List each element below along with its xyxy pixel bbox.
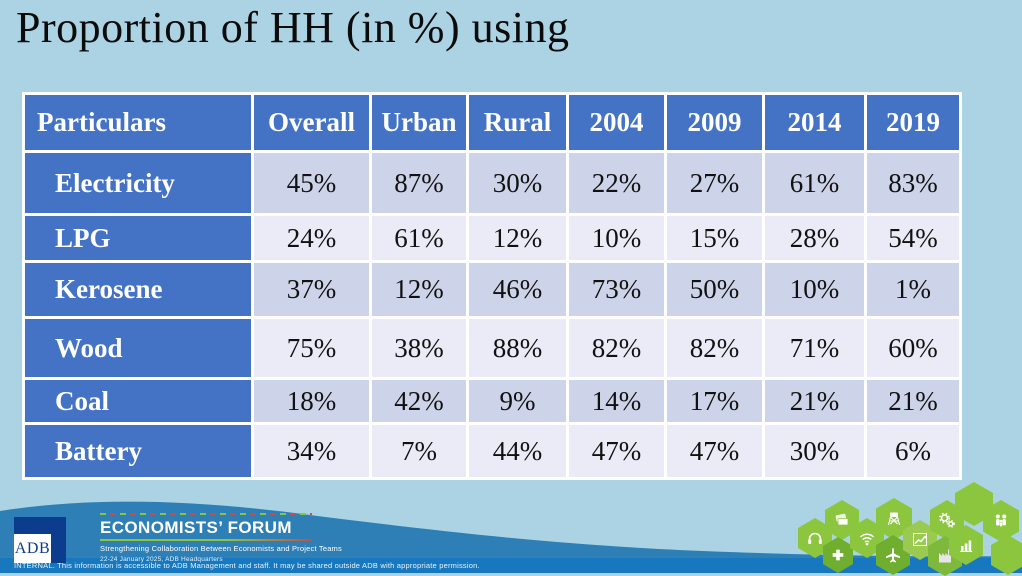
table-cell: 15%: [667, 216, 762, 260]
adb-logo-text: ADB: [14, 539, 51, 557]
table-cell: 10%: [569, 216, 664, 260]
table-cell: 28%: [765, 216, 864, 260]
header-cell-overall: Overall: [254, 95, 369, 150]
page-title: Proportion of HH (in %) using: [16, 3, 570, 52]
table-cell: 34%: [254, 425, 369, 477]
table-cell: 22%: [569, 153, 664, 213]
table-cell: 87%: [372, 153, 466, 213]
forum-dotted-rule: [100, 513, 312, 515]
table-cell: 54%: [867, 216, 959, 260]
table-cell: 6%: [867, 425, 959, 477]
table-cell: 9%: [469, 380, 566, 422]
forum-date: 22-24 January 2025, ADB Headquarters: [100, 556, 223, 563]
table-cell: 71%: [765, 319, 864, 377]
table-cell: 12%: [469, 216, 566, 260]
table-cell: 83%: [867, 153, 959, 213]
row-label: Kerosene: [25, 263, 251, 316]
header-cell-2014: 2014: [765, 95, 864, 150]
table-cell: 18%: [254, 380, 369, 422]
plain-hex-bottom: [991, 535, 1022, 575]
table-cell: 27%: [667, 153, 762, 213]
data-table: Particulars Overall Urban Rural 2004 200…: [22, 92, 962, 480]
forum-rule: [100, 539, 312, 541]
family-icon: [983, 500, 1019, 542]
table-cell: 82%: [667, 319, 762, 377]
hex-cluster: [782, 482, 1022, 576]
header-cell-particulars: Particulars: [25, 95, 251, 150]
table-cell: 46%: [469, 263, 566, 316]
classification-strip: INTERNAL. This information is accessible…: [0, 558, 1022, 573]
table-cell: 17%: [667, 380, 762, 422]
table-cell: 24%: [254, 216, 369, 260]
table-cell: 21%: [867, 380, 959, 422]
classification-text: INTERNAL. This information is accessible…: [14, 561, 480, 570]
row-label: Wood: [25, 319, 251, 377]
table-cell: 12%: [372, 263, 466, 316]
forum-subtitle: Strengthening Collaboration Between Econ…: [100, 544, 342, 553]
table-cell: 44%: [469, 425, 566, 477]
row-label: Electricity: [25, 153, 251, 213]
bar-chart-icon: [949, 525, 983, 565]
table-row-wood: Wood 75% 38% 88% 82% 82% 71% 60%: [25, 319, 959, 377]
header-cell-urban: Urban: [372, 95, 466, 150]
forum-title: ECONOMISTS’ FORUM: [100, 518, 292, 537]
table-cell: 38%: [372, 319, 466, 377]
table-cell: 10%: [765, 263, 864, 316]
table-cell: 37%: [254, 263, 369, 316]
header-cell-2009: 2009: [667, 95, 762, 150]
table-cell: 50%: [667, 263, 762, 316]
table-cell: 42%: [372, 380, 466, 422]
row-label: Battery: [25, 425, 251, 477]
table-cell: 47%: [667, 425, 762, 477]
row-label: Coal: [25, 380, 251, 422]
header-row: Particulars Overall Urban Rural 2004 200…: [25, 95, 959, 150]
adb-logo: ADB: [14, 517, 66, 563]
table-cell: 61%: [765, 153, 864, 213]
table-row-battery: Battery 34% 7% 44% 47% 47% 30% 6%: [25, 425, 959, 477]
table-cell: 73%: [569, 263, 664, 316]
table-cell: 7%: [372, 425, 466, 477]
table-row-coal: Coal 18% 42% 9% 14% 17% 21% 21%: [25, 380, 959, 422]
header-cell-2004: 2004: [569, 95, 664, 150]
table-cell: 47%: [569, 425, 664, 477]
table-row-lpg: LPG 24% 61% 12% 10% 15% 28% 54%: [25, 216, 959, 260]
table-cell: 14%: [569, 380, 664, 422]
table-cell: 60%: [867, 319, 959, 377]
table-cell: 61%: [372, 216, 466, 260]
header-cell-2019: 2019: [867, 95, 959, 150]
table-row-electricity: Electricity 45% 87% 30% 22% 27% 61% 83%: [25, 153, 959, 213]
table-cell: 30%: [469, 153, 566, 213]
adb-logo-box: ADB: [14, 534, 51, 563]
table-cell: 45%: [254, 153, 369, 213]
forum-lockup: ECONOMISTS’ FORUM Strengthening Collabor…: [100, 513, 342, 563]
table-cell: 88%: [469, 319, 566, 377]
medical-cross-icon: [823, 537, 853, 573]
table-cell: 30%: [765, 425, 864, 477]
table-row-kerosene: Kerosene 37% 12% 46% 73% 50% 10% 1%: [25, 263, 959, 316]
header-cell-rural: Rural: [469, 95, 566, 150]
row-label: LPG: [25, 216, 251, 260]
table-cell: 21%: [765, 380, 864, 422]
table-cell: 82%: [569, 319, 664, 377]
table-cell: 1%: [867, 263, 959, 316]
table-cell: 75%: [254, 319, 369, 377]
